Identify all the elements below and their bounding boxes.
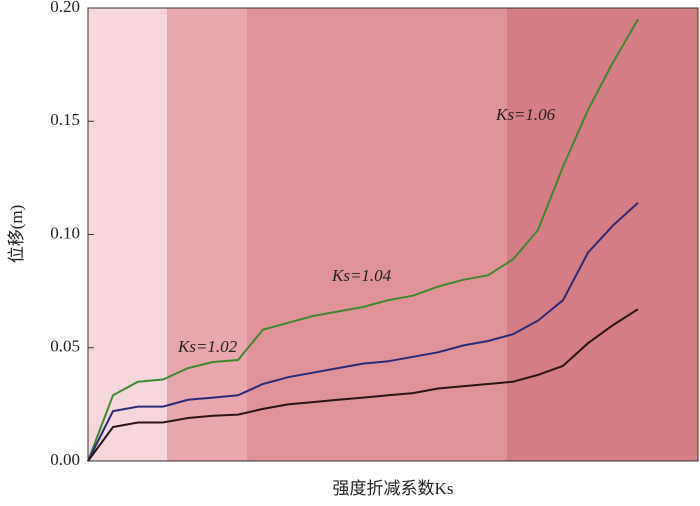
y-tick-label: 0.05 [50, 337, 80, 356]
stage-band [167, 8, 247, 461]
y-tick-label: 0.15 [50, 110, 80, 129]
stage-band [247, 8, 507, 461]
series-line [87, 202, 639, 462]
stage-band [507, 8, 698, 461]
y-tick-label: 0.10 [50, 223, 80, 242]
annotation: Ks=1.02 [177, 337, 238, 356]
annotation: Ks=1.04 [331, 266, 392, 285]
annotation: Ks=1.06 [495, 105, 556, 124]
series-line [87, 18, 639, 462]
y-axis-label: 位移(m) [7, 205, 26, 264]
stage-band [88, 8, 167, 461]
x-axis-label: 强度折减系数Ks [333, 479, 454, 498]
y-tick-label: 0.00 [50, 450, 80, 469]
series-line [87, 308, 639, 462]
y-tick-label: 0.20 [50, 0, 80, 16]
